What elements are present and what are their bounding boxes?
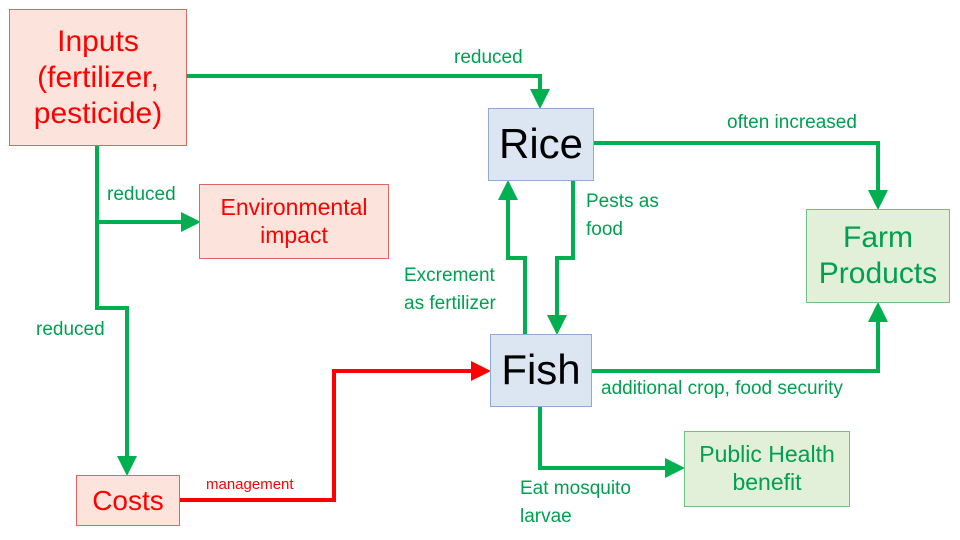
node-environmental-label: Environmental impact: [220, 193, 368, 248]
node-public-health-label: Public Health benefit: [699, 441, 835, 495]
label-inputs-costs: reduced: [36, 319, 105, 340]
node-fish: Fish: [490, 334, 592, 407]
node-rice: Rice: [488, 108, 594, 181]
label-inputs-env: reduced: [107, 184, 176, 205]
node-fish-label: Fish: [501, 346, 581, 394]
arrow-fish-rice: [498, 180, 527, 334]
label-rice-fish: Pests as food: [586, 191, 659, 240]
label-fish-farm: additional crop, food security: [601, 378, 843, 399]
arrow-costs-fish: [180, 361, 491, 502]
arrow-rice-farm: [594, 141, 888, 210]
arrow-inputs-costs: [95, 146, 137, 476]
label-rice-farm: often increased: [727, 112, 857, 133]
label-costs-fish: management: [206, 476, 294, 493]
label-fish-rice: Excrement as fertilizer: [404, 265, 496, 314]
arrow-rice-fish: [547, 181, 575, 335]
arrow-fish-farm: [592, 302, 888, 373]
node-costs-label: Costs: [92, 484, 164, 516]
arrow-inputs-rice: [187, 74, 550, 109]
node-rice-label: Rice: [498, 120, 584, 168]
node-inputs: Inputs (fertilizer, pesticide): [9, 9, 187, 146]
node-farm-products: Farm Products: [806, 209, 950, 303]
node-environmental-impact: Environmental impact: [199, 184, 389, 259]
node-inputs-label: Inputs (fertilizer, pesticide): [33, 24, 163, 130]
node-farm-products-label: Farm Products: [818, 221, 938, 290]
node-costs: Costs: [76, 475, 180, 526]
label-fish-health: Eat mosquito larvae: [520, 478, 631, 527]
arrow-fish-health: [538, 407, 685, 478]
node-public-health: Public Health benefit: [684, 431, 850, 507]
label-inputs-rice: reduced: [454, 47, 523, 68]
